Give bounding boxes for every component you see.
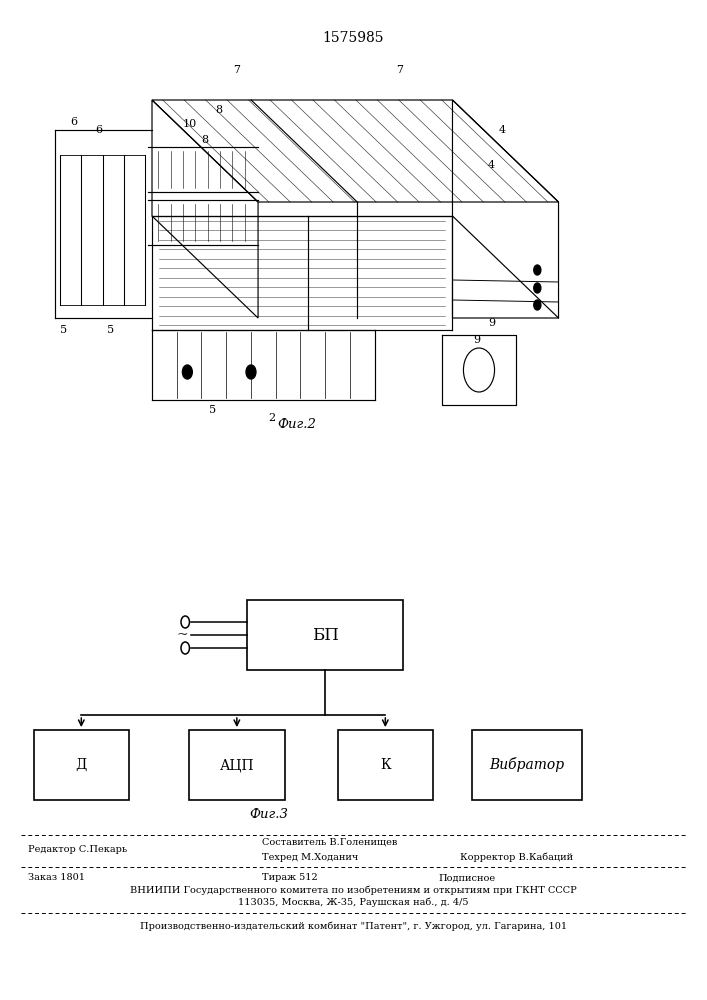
Text: Фиг.3: Фиг.3: [250, 808, 288, 822]
Text: 8: 8: [201, 135, 209, 145]
Text: Техред М.Ходанич: Техред М.Ходанич: [262, 852, 358, 861]
Circle shape: [534, 283, 541, 293]
Bar: [338, 730, 433, 800]
Circle shape: [182, 365, 192, 379]
Text: Заказ 1801: Заказ 1801: [28, 874, 86, 882]
Text: 6: 6: [95, 125, 103, 135]
Text: 5: 5: [107, 325, 114, 335]
Text: Вибратор: Вибратор: [489, 758, 564, 772]
Text: 9: 9: [474, 335, 481, 345]
Text: 4: 4: [488, 160, 495, 170]
Text: ~: ~: [177, 628, 188, 642]
Text: 113035, Москва, Ж-35, Раушская наб., д. 4/5: 113035, Москва, Ж-35, Раушская наб., д. …: [238, 897, 469, 907]
Circle shape: [534, 265, 541, 275]
Text: 7: 7: [396, 65, 403, 75]
Text: ВНИИПИ Государственного комитета по изобретениям и открытиям при ГКНТ СССР: ВНИИПИ Государственного комитета по изоб…: [130, 885, 577, 895]
Bar: [247, 600, 403, 670]
Text: Подписное: Подписное: [438, 874, 496, 882]
Text: 6: 6: [71, 117, 78, 127]
Text: Д: Д: [76, 758, 87, 772]
Bar: [34, 730, 129, 800]
Circle shape: [246, 365, 256, 379]
Text: Корректор В.Кабаций: Корректор В.Кабаций: [460, 852, 573, 862]
Text: АЦП: АЦП: [220, 758, 254, 772]
Text: Редактор С.Пекарь: Редактор С.Пекарь: [28, 846, 127, 854]
Text: К: К: [380, 758, 391, 772]
Bar: [189, 730, 284, 800]
Text: 7: 7: [233, 65, 240, 75]
Text: 10: 10: [182, 119, 197, 129]
Text: 5: 5: [60, 325, 67, 335]
Text: 4: 4: [498, 125, 506, 135]
Text: Производственно-издательский комбинат "Патент", г. Ужгород, ул. Гагарина, 101: Производственно-издательский комбинат "П…: [140, 921, 567, 931]
Circle shape: [534, 300, 541, 310]
Text: 8: 8: [216, 105, 223, 115]
Text: Составитель В.Голенищев: Составитель В.Голенищев: [262, 838, 397, 846]
Text: Тираж 512: Тираж 512: [262, 874, 317, 882]
Text: БП: БП: [312, 626, 339, 644]
Bar: [472, 730, 582, 800]
Text: 2: 2: [269, 413, 276, 423]
Text: Фиг.2: Фиг.2: [278, 418, 316, 430]
Text: 5: 5: [209, 405, 216, 415]
Text: 1575985: 1575985: [323, 31, 384, 45]
Text: 9: 9: [488, 318, 495, 328]
